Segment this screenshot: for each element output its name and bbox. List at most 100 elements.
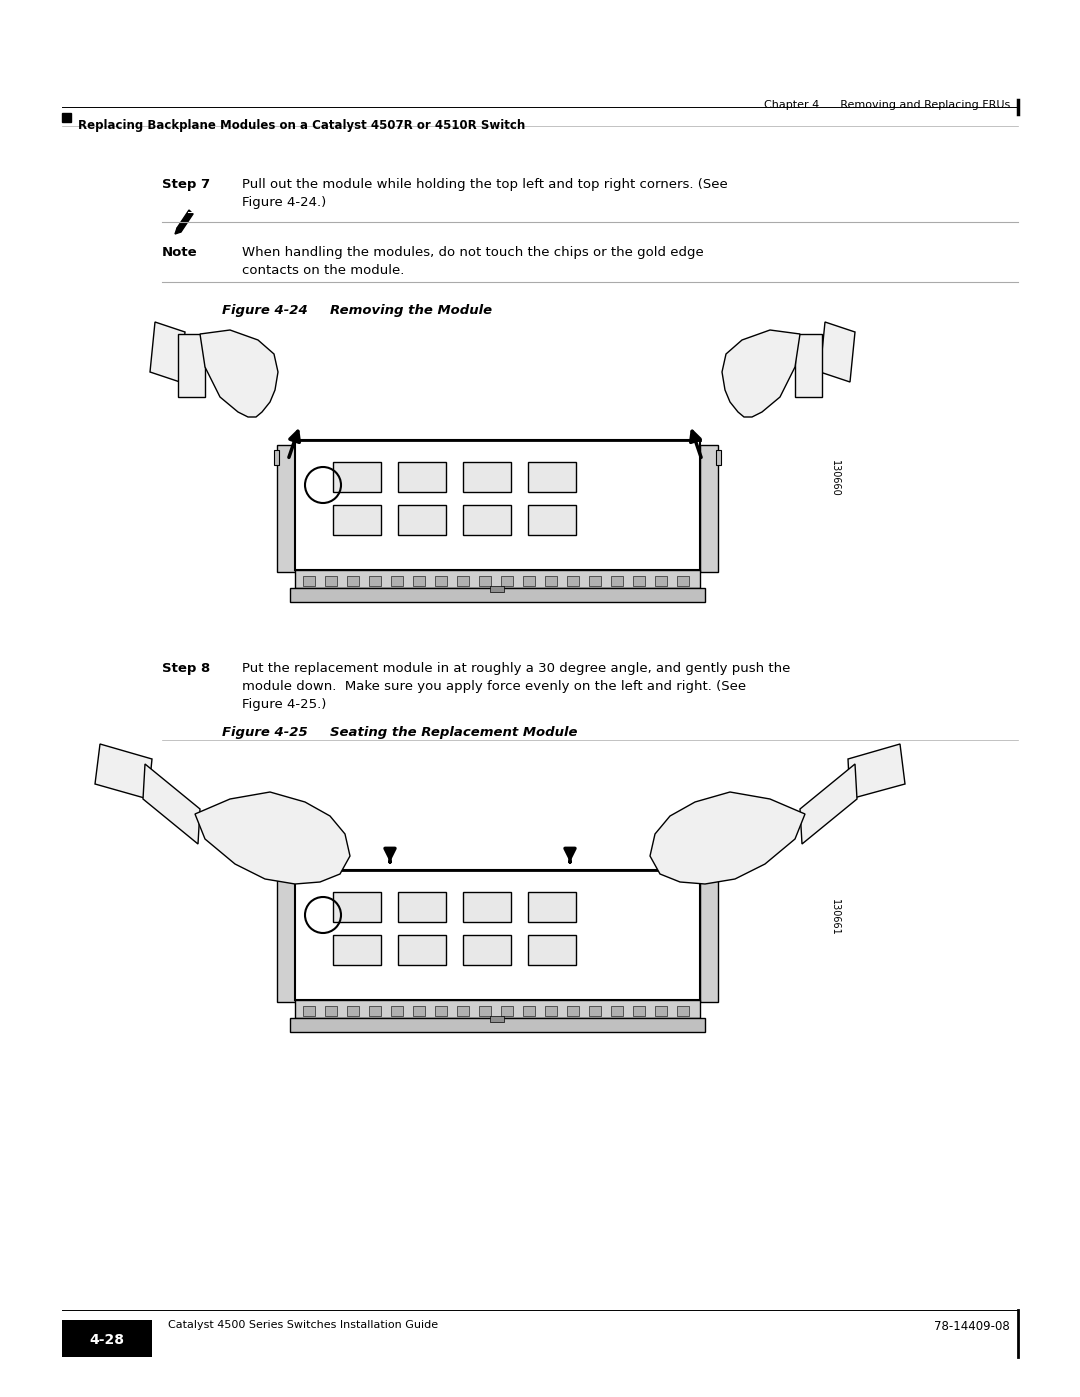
Bar	[501, 576, 513, 585]
Bar	[677, 576, 689, 585]
Polygon shape	[800, 764, 858, 844]
Polygon shape	[848, 745, 905, 799]
Bar	[435, 576, 447, 585]
Text: Replacing Backplane Modules on a Catalyst 4507R or 4510R Switch: Replacing Backplane Modules on a Catalys…	[78, 119, 525, 131]
Text: 78-14409-08: 78-14409-08	[934, 1320, 1010, 1333]
Polygon shape	[150, 321, 185, 381]
Bar	[391, 576, 403, 585]
Bar	[545, 1006, 557, 1016]
Bar	[545, 576, 557, 585]
Bar	[347, 1006, 359, 1016]
Bar	[463, 893, 511, 922]
Bar	[291, 588, 705, 602]
Text: module down.  Make sure you apply force evenly on the left and right. (See: module down. Make sure you apply force e…	[242, 680, 746, 693]
Polygon shape	[650, 792, 805, 884]
Bar	[369, 1006, 381, 1016]
Bar	[457, 576, 469, 585]
Bar	[295, 1000, 700, 1018]
Bar	[333, 504, 381, 535]
Polygon shape	[178, 334, 205, 397]
Text: Figure 4-25.): Figure 4-25.)	[242, 698, 326, 711]
Bar	[633, 1006, 645, 1016]
Bar	[700, 875, 718, 1002]
Polygon shape	[820, 321, 855, 381]
Bar	[490, 1016, 504, 1023]
Text: Figure 4-24.): Figure 4-24.)	[242, 196, 326, 210]
Bar	[399, 893, 446, 922]
Bar	[333, 462, 381, 492]
Polygon shape	[95, 745, 152, 799]
Text: Pull out the module while holding the top left and top right corners. (See: Pull out the module while holding the to…	[242, 177, 728, 191]
Bar	[700, 446, 718, 571]
Bar	[333, 935, 381, 965]
Bar	[291, 1018, 705, 1032]
Bar	[501, 1006, 513, 1016]
Bar	[654, 576, 667, 585]
Bar	[523, 1006, 535, 1016]
Text: Put the replacement module in at roughly a 30 degree angle, and gently push the: Put the replacement module in at roughly…	[242, 662, 791, 675]
Bar	[480, 1006, 491, 1016]
Text: Note: Note	[162, 246, 198, 258]
Polygon shape	[795, 334, 822, 397]
Bar	[276, 875, 295, 1002]
Text: Removing the Module: Removing the Module	[330, 305, 492, 317]
Bar	[457, 1006, 469, 1016]
Bar	[528, 462, 576, 492]
Bar	[295, 870, 700, 1000]
Text: 130661: 130661	[831, 898, 840, 936]
Bar	[62, 113, 71, 122]
Text: 130660: 130660	[831, 460, 840, 496]
Bar	[325, 1006, 337, 1016]
Text: Catalyst 4500 Series Switches Installation Guide: Catalyst 4500 Series Switches Installati…	[168, 1320, 438, 1330]
Bar	[677, 1006, 689, 1016]
Text: Seating the Replacement Module: Seating the Replacement Module	[330, 726, 578, 739]
Bar	[399, 462, 446, 492]
Bar	[463, 935, 511, 965]
Bar	[333, 893, 381, 922]
Bar	[295, 570, 700, 588]
Polygon shape	[195, 792, 350, 884]
Bar	[274, 450, 279, 465]
Polygon shape	[723, 330, 800, 416]
Text: Figure 4-24: Figure 4-24	[222, 305, 308, 317]
Bar	[589, 576, 600, 585]
Bar	[490, 585, 504, 592]
Bar	[528, 935, 576, 965]
Bar	[716, 450, 721, 465]
Text: When handling the modules, do not touch the chips or the gold edge: When handling the modules, do not touch …	[242, 246, 704, 258]
Bar	[347, 576, 359, 585]
Text: Step 8: Step 8	[162, 662, 211, 675]
Bar	[523, 576, 535, 585]
Bar	[567, 1006, 579, 1016]
Bar	[567, 576, 579, 585]
Bar	[399, 504, 446, 535]
Bar	[325, 576, 337, 585]
Text: 4-28: 4-28	[90, 1333, 124, 1347]
Bar	[276, 446, 295, 571]
Bar	[62, 1320, 152, 1356]
Polygon shape	[175, 228, 181, 235]
Text: Figure 4-25: Figure 4-25	[222, 726, 308, 739]
Bar	[303, 1006, 315, 1016]
Bar	[633, 576, 645, 585]
Bar	[413, 1006, 426, 1016]
Bar	[463, 462, 511, 492]
Text: contacts on the module.: contacts on the module.	[242, 264, 404, 277]
Bar	[295, 440, 700, 570]
Polygon shape	[200, 330, 278, 416]
Bar	[399, 935, 446, 965]
Bar	[611, 1006, 623, 1016]
Polygon shape	[177, 210, 193, 232]
Bar	[435, 1006, 447, 1016]
Bar	[654, 1006, 667, 1016]
Bar	[391, 1006, 403, 1016]
Text: Step 7: Step 7	[162, 177, 211, 191]
Bar	[303, 576, 315, 585]
Bar	[413, 576, 426, 585]
Bar	[369, 576, 381, 585]
Bar	[480, 576, 491, 585]
Bar	[463, 504, 511, 535]
Polygon shape	[143, 764, 200, 844]
Text: Chapter 4      Removing and Replacing FRUs: Chapter 4 Removing and Replacing FRUs	[764, 101, 1010, 110]
Bar	[528, 504, 576, 535]
